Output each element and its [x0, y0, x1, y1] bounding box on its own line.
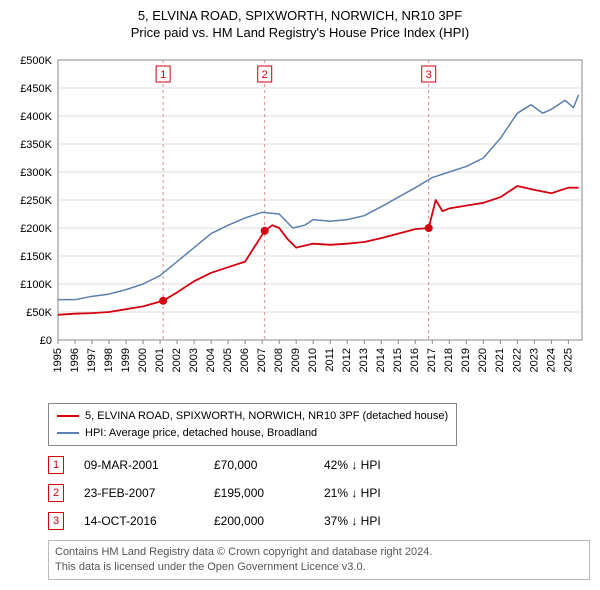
footer-line1: Contains HM Land Registry data © Crown c…: [55, 545, 583, 560]
svg-text:2018: 2018: [443, 348, 455, 372]
event-price: £195,000: [214, 486, 304, 500]
legend-item: 5, ELVINA ROAD, SPIXWORTH, NORWICH, NR10…: [57, 408, 448, 425]
svg-text:£50K: £50K: [26, 307, 52, 319]
svg-text:2022: 2022: [511, 348, 523, 372]
legend-swatch: [57, 432, 79, 434]
legend-label: 5, ELVINA ROAD, SPIXWORTH, NORWICH, NR10…: [85, 408, 448, 425]
event-delta: 21% ↓ HPI: [324, 486, 381, 500]
svg-text:£400K: £400K: [20, 111, 52, 123]
event-price: £200,000: [214, 514, 304, 528]
svg-text:2010: 2010: [307, 348, 319, 372]
svg-text:2019: 2019: [460, 348, 472, 372]
event-date: 14-OCT-2016: [84, 514, 194, 528]
svg-text:1998: 1998: [103, 348, 115, 372]
svg-text:£0: £0: [40, 335, 52, 347]
svg-text:2012: 2012: [341, 348, 353, 372]
svg-text:2005: 2005: [222, 348, 234, 372]
attribution-footer: Contains HM Land Registry data © Crown c…: [48, 540, 590, 580]
svg-text:2013: 2013: [358, 348, 370, 372]
legend-item: HPI: Average price, detached house, Broa…: [57, 425, 448, 442]
svg-text:£450K: £450K: [20, 83, 52, 95]
event-date: 23-FEB-2007: [84, 486, 194, 500]
svg-text:2016: 2016: [409, 348, 421, 372]
events-table: 1 09-MAR-2001 £70,000 42% ↓ HPI 2 23-FEB…: [48, 456, 590, 530]
footer-line2: This data is licensed under the Open Gov…: [55, 560, 583, 575]
svg-text:2000: 2000: [137, 348, 149, 372]
event-price: £70,000: [214, 458, 304, 472]
svg-text:1995: 1995: [52, 348, 64, 372]
svg-text:2014: 2014: [375, 348, 387, 372]
title-line2: Price paid vs. HM Land Registry's House …: [0, 25, 600, 40]
svg-text:2004: 2004: [205, 348, 217, 372]
chart-area: £0 £50K £100K £150K £200K £250K £300K £350K £400…: [10, 50, 590, 395]
chart-container: 5, ELVINA ROAD, SPIXWORTH, NORWICH, NR10…: [0, 0, 600, 580]
svg-text:2003: 2003: [188, 348, 200, 372]
event-marker: 1: [48, 456, 64, 474]
svg-text:2015: 2015: [392, 348, 404, 372]
svg-text:£250K: £250K: [20, 195, 52, 207]
legend-swatch: [57, 415, 79, 417]
title-line1: 5, ELVINA ROAD, SPIXWORTH, NORWICH, NR10…: [0, 8, 600, 23]
svg-text:1997: 1997: [86, 348, 98, 372]
svg-text:2020: 2020: [477, 348, 489, 372]
svg-text:2021: 2021: [494, 348, 506, 372]
svg-text:2008: 2008: [273, 348, 285, 372]
svg-text:£350K: £350K: [20, 139, 52, 151]
event-row: 1 09-MAR-2001 £70,000 42% ↓ HPI: [48, 456, 590, 474]
svg-text:3: 3: [426, 69, 432, 81]
svg-text:2025: 2025: [562, 348, 574, 372]
svg-text:2002: 2002: [171, 348, 183, 372]
svg-text:2024: 2024: [545, 348, 557, 372]
svg-text:£200K: £200K: [20, 223, 52, 235]
event-delta: 37% ↓ HPI: [324, 514, 381, 528]
event-row: 3 14-OCT-2016 £200,000 37% ↓ HPI: [48, 512, 590, 530]
event-date: 09-MAR-2001: [84, 458, 194, 472]
svg-text:2006: 2006: [239, 348, 251, 372]
legend: 5, ELVINA ROAD, SPIXWORTH, NORWICH, NR10…: [48, 403, 457, 446]
svg-text:1999: 1999: [120, 348, 132, 372]
svg-text:1996: 1996: [69, 348, 81, 372]
event-delta: 42% ↓ HPI: [324, 458, 381, 472]
svg-text:£100K: £100K: [20, 279, 52, 291]
event-marker: 2: [48, 484, 64, 502]
event-row: 2 23-FEB-2007 £195,000 21% ↓ HPI: [48, 484, 590, 502]
svg-text:2007: 2007: [256, 348, 268, 372]
titles: 5, ELVINA ROAD, SPIXWORTH, NORWICH, NR10…: [0, 0, 600, 40]
event-marker: 3: [48, 512, 64, 530]
svg-text:£500K: £500K: [20, 55, 52, 67]
svg-text:£300K: £300K: [20, 167, 52, 179]
svg-text:2001: 2001: [154, 348, 166, 372]
svg-text:2017: 2017: [426, 348, 438, 372]
line-chart: £0 £50K £100K £150K £200K £250K £300K £350K £400…: [10, 50, 590, 390]
svg-text:2023: 2023: [528, 348, 540, 372]
svg-text:2: 2: [262, 69, 268, 81]
legend-label: HPI: Average price, detached house, Broa…: [85, 425, 317, 442]
svg-text:£150K: £150K: [20, 251, 52, 263]
svg-text:2009: 2009: [290, 348, 302, 372]
svg-text:2011: 2011: [324, 348, 336, 372]
svg-text:1: 1: [160, 69, 166, 81]
